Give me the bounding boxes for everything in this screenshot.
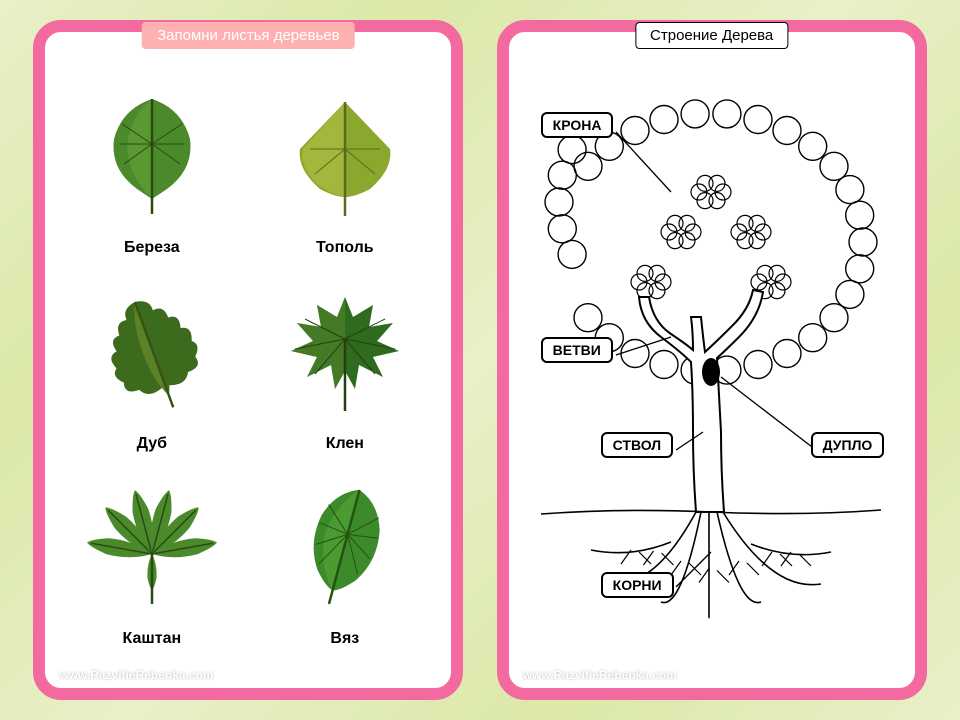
leaf-label: Береза: [124, 239, 180, 257]
leaves-card-title: Запомни листья деревьев: [142, 22, 355, 49]
leaf-label: Дуб: [137, 435, 167, 453]
tree-part-label-hollow: ДУПЛО: [811, 432, 885, 458]
leaf-label: Клен: [326, 435, 364, 453]
tree-part-label-roots: КОРНИ: [601, 572, 674, 598]
leaf-label: Вяз: [330, 630, 359, 648]
leaf-cell-chestnut: Каштан: [65, 463, 238, 648]
tree-card-title: Строение Дерева: [635, 22, 788, 49]
leaf-cell-oak: Дуб: [65, 267, 238, 452]
tree-area: КРОНА ВЕТВИ СТВОЛ ДУПЛО КОРНИ: [521, 72, 903, 648]
leaf-cell-poplar: Тополь: [258, 72, 431, 257]
leaves-card: Запомни листья деревьев Береза Тополь Дуб К…: [33, 20, 463, 700]
leaf-cell-birch: Береза: [65, 72, 238, 257]
leaf-cell-elm: Вяз: [258, 463, 431, 648]
footer-text: www.RazvitieRebenka.com: [523, 668, 677, 682]
chestnut-leaf-icon: [65, 463, 238, 626]
tree-part-label-crown: КРОНА: [541, 112, 614, 138]
elm-leaf-icon: [258, 463, 431, 626]
tree-part-label-trunk: СТВОЛ: [601, 432, 673, 458]
birch-leaf-icon: [65, 72, 238, 235]
oak-leaf-icon: [65, 267, 238, 430]
leaf-grid: Береза Тополь Дуб Клен Каштан Вяз: [65, 72, 431, 648]
tree-structure-card: Строение Дерева КРОНА ВЕТВИ СТВОЛ ДУПЛО КОРН…: [497, 20, 927, 700]
leaf-label: Тополь: [316, 239, 374, 257]
tree-part-label-branches: ВЕТВИ: [541, 337, 613, 363]
maple-leaf-icon: [258, 267, 431, 430]
leaf-cell-maple: Клен: [258, 267, 431, 452]
footer-text: www.RazvitieRebenka.com: [59, 668, 213, 682]
leaf-label: Каштан: [123, 630, 182, 648]
poplar-leaf-icon: [258, 72, 431, 235]
